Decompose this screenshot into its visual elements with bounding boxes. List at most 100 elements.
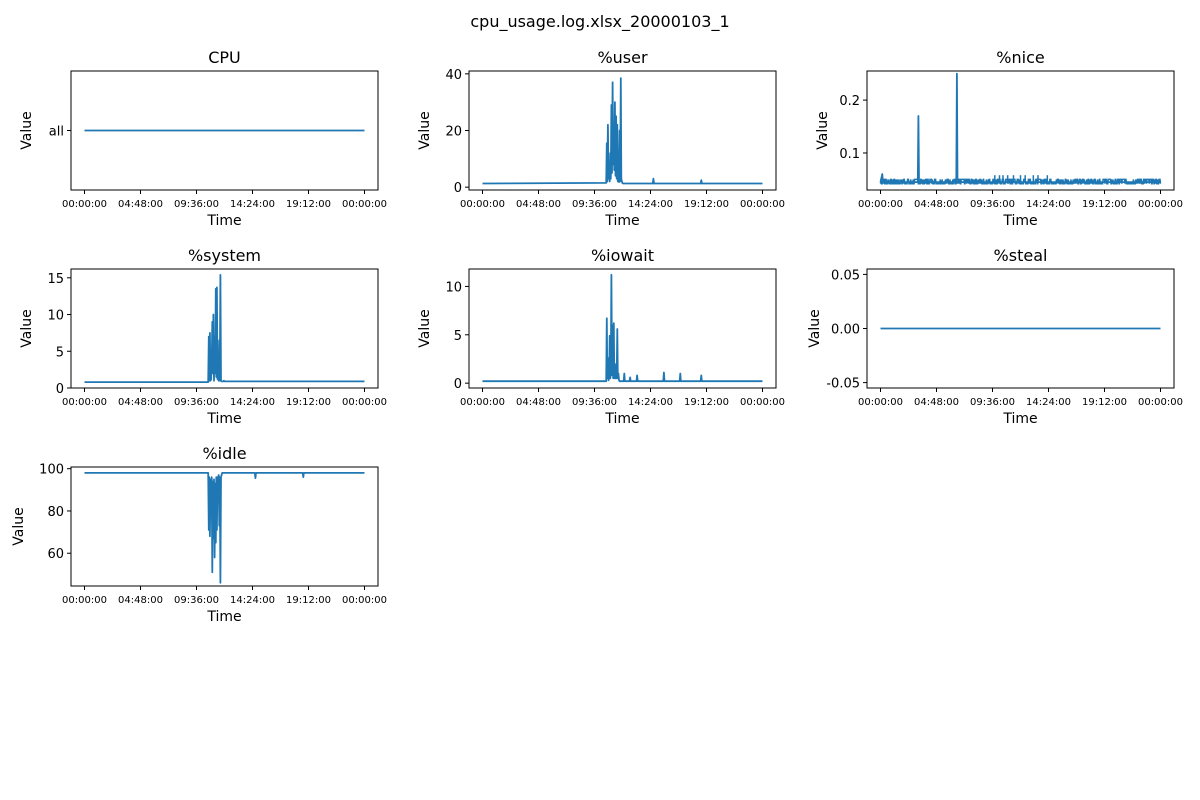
subplot-cpu: CPU 00:00:00 04:48:00 09:36:00 14:24:00 19:12… (19, 48, 387, 229)
y-tick-label: 0.1 (839, 147, 860, 162)
subplot-user: %user 00:00:00 04:48:00 09:36:00 14:24:00 19:… (417, 48, 785, 229)
subplot-title: %system (188, 246, 261, 265)
x-tick-label: 09:36:00 (572, 199, 617, 210)
x-tick-label: 04:48:00 (914, 397, 959, 408)
series-line (482, 77, 763, 185)
x-axis-label: Time (206, 411, 241, 427)
x-tick-label: 00:00:00 (460, 397, 505, 408)
y-axis-label: Value (417, 111, 433, 149)
x-tick-label: 19:12:00 (286, 595, 331, 606)
x-tick-label: 04:48:00 (118, 397, 163, 408)
y-tick-label: 10 (445, 280, 462, 295)
x-axis-label: Time (206, 609, 241, 625)
x-tick-label: 00:00:00 (62, 397, 107, 408)
axes-frame (70, 466, 379, 587)
y-tick-label: 0 (454, 377, 462, 392)
x-tick-label: 04:48:00 (516, 199, 561, 210)
subplot-title: %user (597, 48, 648, 67)
y-axis-label: Value (19, 309, 35, 347)
x-tick-label: 14:24:00 (230, 595, 275, 606)
x-tick-label: 09:36:00 (174, 199, 219, 210)
x-axis-label: Time (1002, 213, 1037, 229)
x-tick-label: 04:48:00 (118, 199, 163, 210)
y-tick-label: 10 (47, 309, 64, 324)
x-tick-label: 14:24:00 (230, 199, 275, 210)
y-tick-label: 15 (47, 272, 64, 287)
y-tick-label: -0.05 (826, 377, 860, 392)
x-tick-label: 09:36:00 (572, 397, 617, 408)
x-tick-label: 14:24:00 (1026, 199, 1071, 210)
x-axis-label: Time (1002, 411, 1037, 427)
y-tick-label: 5 (56, 345, 64, 360)
x-tick-label: 19:12:00 (286, 397, 331, 408)
x-tick-label: 00:00:00 (62, 595, 107, 606)
axes-frame (70, 268, 379, 389)
x-tick-label: 14:24:00 (628, 397, 673, 408)
x-tick-label: 00:00:00 (740, 199, 785, 210)
x-tick-label: 19:12:00 (684, 397, 729, 408)
x-tick-label: 00:00:00 (1138, 397, 1183, 408)
y-tick-label: 100 (39, 463, 64, 478)
x-tick-label: 19:12:00 (286, 199, 331, 210)
x-tick-label: 09:36:00 (970, 199, 1015, 210)
x-tick-label: 00:00:00 (1138, 199, 1183, 210)
x-tick-label: 14:24:00 (230, 397, 275, 408)
x-tick-label: 00:00:00 (460, 199, 505, 210)
x-tick-label: 00:00:00 (858, 397, 903, 408)
axes-frame (468, 70, 777, 191)
y-tick-label: 0.05 (831, 268, 860, 283)
subplot-iowait: %iowait 00:00:00 04:48:00 09:36:00 14:24:00 1… (417, 246, 785, 427)
x-tick-label: 04:48:00 (118, 595, 163, 606)
x-tick-label: 00:00:00 (740, 397, 785, 408)
x-tick-label: 14:24:00 (628, 199, 673, 210)
y-tick-label: all (49, 125, 64, 140)
y-axis-label: Value (417, 309, 433, 347)
y-axis-label: Value (11, 507, 27, 545)
subplot-title: %iowait (591, 246, 654, 265)
y-tick-label: 0.2 (839, 94, 860, 109)
subplot-system: %system 00:00:00 04:48:00 09:36:00 14:24:00 1… (19, 246, 387, 427)
x-tick-label: 09:36:00 (174, 595, 219, 606)
series-line (879, 72, 1161, 183)
subplot-steal: %steal 00:00:00 04:48:00 09:36:00 14:24:00 19… (807, 246, 1183, 427)
x-tick-label: 19:12:00 (684, 199, 729, 210)
series-line (482, 273, 763, 383)
y-tick-label: 0.00 (831, 323, 860, 338)
subplot-nice: %nice 00:00:00 04:48:00 09:36:00 14:24:00 19:… (815, 48, 1183, 229)
y-tick-label: 0 (454, 181, 462, 196)
y-axis-label: Value (19, 111, 35, 149)
subplot-title: %steal (994, 246, 1048, 265)
x-tick-label: 09:36:00 (970, 397, 1015, 408)
subplot-title: %idle (202, 444, 246, 463)
x-axis-label: Time (206, 213, 241, 229)
x-tick-label: 04:48:00 (516, 397, 561, 408)
axes-frame (866, 70, 1175, 191)
y-tick-label: 20 (445, 125, 462, 140)
y-tick-label: 40 (445, 68, 462, 83)
x-tick-label: 00:00:00 (342, 199, 387, 210)
x-tick-label: 04:48:00 (914, 199, 959, 210)
y-axis-label: Value (807, 309, 823, 347)
y-tick-label: 0 (56, 382, 64, 397)
axes-frame (468, 268, 777, 389)
series-line (84, 274, 365, 383)
figure-title: cpu_usage.log.xlsx_20000103_1 (470, 12, 730, 31)
x-tick-label: 00:00:00 (858, 199, 903, 210)
x-axis-label: Time (604, 213, 639, 229)
y-axis-label: Value (815, 111, 831, 149)
subplot-title: %nice (996, 48, 1044, 67)
x-tick-label: 00:00:00 (342, 595, 387, 606)
x-tick-label: 09:36:00 (174, 397, 219, 408)
series-line (84, 472, 365, 584)
x-tick-label: 14:24:00 (1026, 397, 1071, 408)
x-tick-label: 00:00:00 (62, 199, 107, 210)
y-tick-label: 60 (47, 547, 64, 562)
subplot-title: CPU (208, 48, 241, 67)
subplot-idle: %idle 00:00:00 04:48:00 09:36:00 14:24:00 19:… (11, 444, 387, 625)
y-tick-label: 80 (47, 505, 64, 520)
x-axis-label: Time (604, 411, 639, 427)
x-tick-label: 19:12:00 (1082, 397, 1127, 408)
x-tick-label: 00:00:00 (342, 397, 387, 408)
x-tick-label: 19:12:00 (1082, 199, 1127, 210)
